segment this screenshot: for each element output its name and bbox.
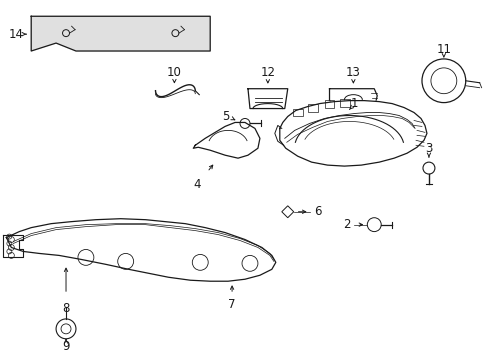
Text: 2: 2 [342, 218, 349, 231]
Text: 13: 13 [345, 66, 360, 79]
Text: 14: 14 [9, 28, 24, 41]
Bar [340, 99, 350, 107]
Text: 5: 5 [222, 110, 229, 123]
Text: 12: 12 [260, 66, 275, 79]
Text: 7: 7 [228, 297, 235, 311]
Polygon shape [193, 122, 260, 158]
Text: 11: 11 [435, 42, 450, 55]
Text: 3: 3 [425, 142, 432, 155]
Polygon shape [6, 219, 275, 281]
Text: 4: 4 [193, 179, 201, 192]
Polygon shape [31, 16, 210, 51]
Text: 10: 10 [166, 66, 182, 79]
Bar [324, 100, 334, 108]
Text: 8: 8 [62, 302, 70, 315]
Bar [292, 109, 302, 117]
Polygon shape [247, 89, 287, 109]
Polygon shape [329, 89, 376, 109]
Text: 1: 1 [350, 97, 357, 110]
Text: 9: 9 [62, 340, 70, 353]
Text: 6: 6 [313, 205, 321, 218]
Polygon shape [279, 100, 426, 166]
Bar [307, 104, 317, 112]
